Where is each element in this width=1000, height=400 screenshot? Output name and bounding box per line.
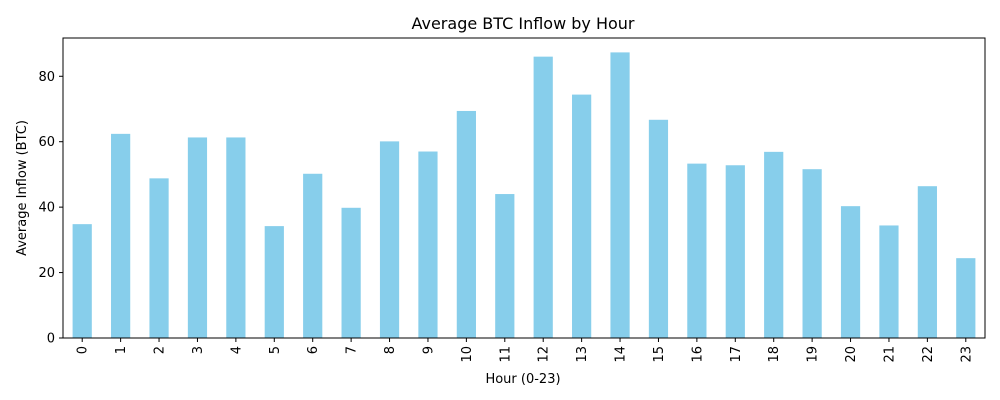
y-axis-title: Average Inflow (BTC) [15, 120, 30, 256]
bar-hour-0 [72, 224, 92, 338]
x-tick-label: 19 [806, 346, 821, 363]
bar-hour-16 [687, 163, 707, 338]
y-tick-label: 80 [38, 70, 55, 85]
x-tick-label: 9 [421, 346, 436, 354]
bar-hour-8 [379, 141, 400, 338]
x-tick-label: 11 [498, 346, 513, 363]
x-tick-label: 21 [882, 346, 897, 363]
bar-hour-12 [533, 56, 553, 339]
x-tick-label: 17 [729, 346, 744, 363]
x-tick-label: 0 [76, 346, 91, 354]
x-tick-label: 4 [229, 346, 244, 354]
bar-hour-1 [111, 133, 131, 338]
bar-hour-7 [341, 207, 361, 338]
bar-hour-19 [802, 169, 822, 338]
x-tick-label: 6 [306, 346, 321, 354]
x-tick-label: 13 [575, 346, 590, 363]
y-tick-label: 20 [38, 266, 55, 281]
y-axis: 0 20 40 60 80 [38, 70, 63, 347]
x-tick-label: 15 [652, 346, 667, 363]
bar-hour-22 [917, 186, 937, 338]
x-tick-label: 23 [959, 346, 974, 363]
x-tick-label: 3 [191, 346, 206, 354]
y-tick-label: 40 [38, 201, 55, 216]
bar-hour-3 [187, 137, 208, 338]
bar-hour-15 [648, 119, 669, 338]
bar-hour-17 [725, 165, 745, 338]
bar-hour-23 [956, 258, 976, 338]
bar-hour-2 [149, 178, 169, 338]
bar-hour-9 [418, 151, 438, 338]
plot-frame [62, 37, 986, 339]
bar-hour-20 [840, 206, 861, 338]
bar-hour-6 [303, 173, 323, 338]
bar-hour-13 [572, 94, 592, 338]
chart-title: Average BTC Inflow by Hour [411, 14, 634, 33]
x-tick-label: 18 [767, 346, 782, 363]
x-tick-label: 2 [153, 346, 168, 354]
x-tick-label: 10 [460, 346, 475, 363]
x-tick-label: 1 [114, 346, 129, 354]
x-tick-label: 16 [690, 346, 705, 363]
x-tick-label: 7 [345, 346, 360, 354]
bar-hour-11 [495, 194, 515, 338]
bar-hour-4 [226, 137, 246, 338]
x-tick-label: 22 [921, 346, 936, 363]
x-tick-label: 12 [537, 346, 552, 363]
bar-hour-14 [610, 52, 630, 338]
bar-hour-5 [264, 226, 284, 338]
y-tick-label: 0 [47, 332, 55, 347]
x-axis: 0 1 2 3 4 5 6 7 8 9 10 11 12 13 14 15 16 17 18 19 20 21 22 23 [76, 338, 974, 363]
bar-hour-18 [764, 151, 784, 338]
x-tick-label: 8 [383, 346, 398, 354]
bar-hour-21 [879, 225, 899, 338]
x-axis-title: Hour (0-23) [485, 372, 560, 387]
x-tick-label: 20 [844, 346, 859, 363]
y-tick-label: 60 [38, 135, 55, 150]
bars-group [72, 52, 976, 339]
x-tick-label: 5 [268, 346, 283, 354]
x-tick-label: 14 [614, 346, 629, 363]
bar-hour-10 [456, 110, 476, 339]
